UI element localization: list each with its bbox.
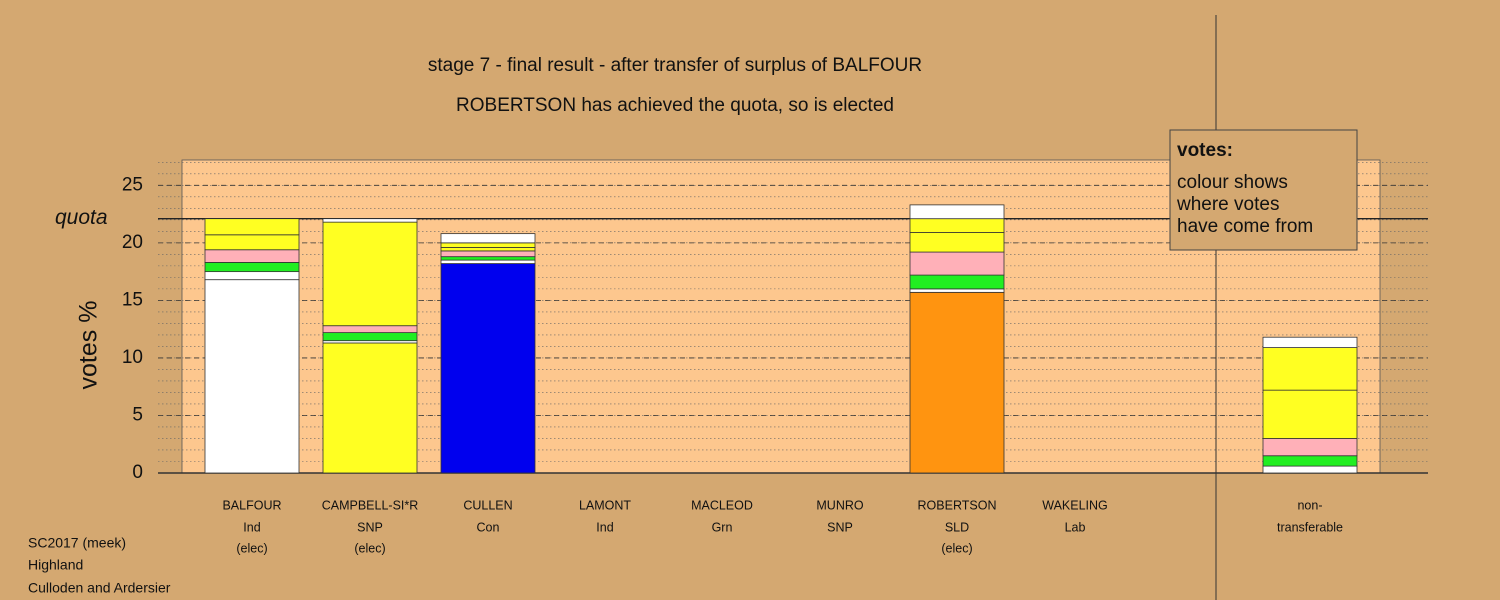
bar-segment <box>204 279 300 474</box>
x-tick-label: CAMPBELL-SI*R <box>322 498 419 512</box>
y-tick-label: 0 <box>132 462 143 483</box>
x-tick-label: ROBERTSON <box>918 498 997 512</box>
bar-segment <box>322 325 418 334</box>
footer-text: Culloden and Ardersier <box>28 580 171 596</box>
bar-segment <box>1262 438 1358 457</box>
legend-box <box>1169 129 1358 251</box>
bar-segment <box>1262 347 1358 391</box>
bar-segment <box>1262 455 1358 467</box>
bar-segment <box>204 262 300 273</box>
bar-segment <box>440 242 536 248</box>
status-label: (elec) <box>236 541 267 555</box>
chart-title: stage 7 - final result - after transfer … <box>428 55 922 76</box>
y-tick-label: 25 <box>122 174 143 195</box>
party-label: Lab <box>1065 520 1086 534</box>
bar-segment <box>909 288 1005 293</box>
legend-title: votes: <box>1177 140 1233 161</box>
bar-segment <box>204 234 300 251</box>
x-tick-label: non- <box>1297 498 1322 512</box>
legend-text: where votes <box>1176 194 1279 215</box>
bar-segment <box>1262 336 1358 348</box>
y-tick-label: 20 <box>122 232 143 253</box>
bar-segment <box>909 204 1005 220</box>
status-label: (elec) <box>354 541 385 555</box>
x-tick-label: WAKELING <box>1042 498 1108 512</box>
bar-segment <box>440 233 536 244</box>
party-label: Ind <box>596 520 613 534</box>
bar-segment <box>322 221 418 327</box>
party-label: SLD <box>945 520 969 534</box>
y-tick-label: 5 <box>132 404 143 425</box>
legend-text: have come from <box>1177 216 1313 237</box>
status-label: (elec) <box>941 541 972 555</box>
x-tick-label: MUNRO <box>816 498 863 512</box>
party-label: Ind <box>243 520 260 534</box>
bar-segment <box>909 251 1005 276</box>
party-label: Grn <box>712 520 733 534</box>
bar-segment <box>909 218 1005 233</box>
x-tick-label: MACLEOD <box>691 498 753 512</box>
footer-text: Highland <box>28 557 83 573</box>
bar-segment <box>909 232 1005 253</box>
bar-segment <box>322 342 418 474</box>
y-tick-label: 15 <box>122 289 143 310</box>
party-label: SNP <box>357 520 383 534</box>
footer-text: SC2017 (meek) <box>28 535 126 551</box>
y-tick-label: 10 <box>122 347 143 368</box>
bar-segment <box>909 274 1005 290</box>
y-axis-label: votes % <box>75 301 103 390</box>
bar-segment <box>1262 389 1358 439</box>
party-label: Con <box>477 520 500 534</box>
legend-text: colour shows <box>1177 172 1288 193</box>
quota-label: quota <box>55 206 108 229</box>
bar-segment <box>322 332 418 342</box>
x-tick-label: BALFOUR <box>222 498 281 512</box>
bar-segment <box>204 218 300 236</box>
x-tick-label: CULLEN <box>463 498 512 512</box>
bar-segment <box>440 247 536 252</box>
party-label: SNP <box>827 520 853 534</box>
bar-segment <box>440 256 536 261</box>
bar-segment <box>909 291 1005 474</box>
bar-segment <box>204 271 300 281</box>
bar-segment <box>440 263 536 474</box>
x-tick-label: LAMONT <box>579 498 631 512</box>
bar-segment <box>440 250 536 258</box>
bar-segment <box>322 218 418 223</box>
bar-segment <box>204 249 300 263</box>
party-label: transferable <box>1277 520 1343 534</box>
chart-subtitle: ROBERTSON has achieved the quota, so is … <box>456 95 894 116</box>
bar-segment <box>440 259 536 264</box>
bar-segment <box>1262 465 1358 474</box>
